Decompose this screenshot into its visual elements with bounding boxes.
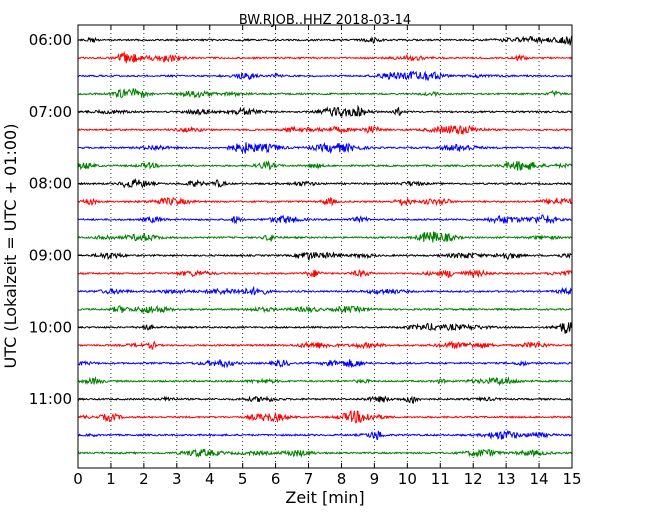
trace-22 bbox=[77, 429, 572, 440]
trace-16 bbox=[77, 322, 572, 334]
chart-title: BW.RJOB..HHZ 2018-03-14 bbox=[239, 13, 411, 28]
trace-7 bbox=[77, 160, 572, 171]
trace-8 bbox=[77, 177, 572, 189]
trace-10 bbox=[77, 214, 572, 225]
x-tick-label-12: 12 bbox=[464, 470, 483, 488]
trace-6 bbox=[77, 142, 572, 155]
x-tick-label-3: 3 bbox=[172, 470, 182, 488]
y-tick-label-1: 07:00 bbox=[29, 103, 72, 121]
trace-15 bbox=[77, 304, 572, 315]
trace-9 bbox=[77, 196, 572, 207]
y-tick-label-5: 11:00 bbox=[29, 390, 72, 408]
trace-13 bbox=[77, 268, 572, 278]
trace-21 bbox=[77, 410, 572, 424]
trace-18 bbox=[77, 359, 572, 369]
trace-12 bbox=[77, 251, 572, 261]
trace-2 bbox=[77, 70, 572, 82]
trace-5 bbox=[77, 124, 572, 135]
y-tick-label-2: 08:00 bbox=[29, 175, 72, 193]
trace-19 bbox=[77, 376, 572, 387]
x-axis: 0 1 2 3 4 5 6 7 8 9 10 11 12 13 14 15 bbox=[73, 25, 582, 488]
x-tick-label-2: 2 bbox=[139, 470, 149, 488]
x-tick-label-7: 7 bbox=[304, 470, 314, 488]
x-tick-label-4: 4 bbox=[205, 470, 215, 488]
y-tick-label-3: 09:00 bbox=[29, 246, 72, 264]
seismogram-traces bbox=[77, 35, 572, 459]
y-axis: 06:00 07:00 08:00 09:00 10:00 11:00 bbox=[29, 31, 83, 408]
x-tick-label-9: 9 bbox=[370, 470, 380, 488]
grid-lines bbox=[110, 25, 540, 468]
x-tick-label-15: 15 bbox=[562, 470, 581, 488]
trace-20 bbox=[77, 395, 572, 404]
trace-1 bbox=[77, 50, 572, 64]
trace-4 bbox=[77, 104, 572, 118]
trace-3 bbox=[77, 88, 572, 99]
trace-23 bbox=[77, 448, 572, 459]
x-tick-label-13: 13 bbox=[497, 470, 516, 488]
x-tick-label-14: 14 bbox=[530, 470, 549, 488]
y-axis-label: UTC (Lokalzeit = UTC + 01:00) bbox=[1, 124, 20, 369]
trace-0 bbox=[77, 35, 572, 46]
x-tick-label-11: 11 bbox=[431, 470, 450, 488]
trace-17 bbox=[77, 340, 572, 351]
x-tick-label-0: 0 bbox=[73, 470, 83, 488]
x-tick-label-10: 10 bbox=[398, 470, 417, 488]
trace-14 bbox=[77, 285, 572, 296]
x-axis-label: Zeit [min] bbox=[285, 488, 364, 507]
x-tick-label-1: 1 bbox=[106, 470, 116, 488]
x-tick-label-8: 8 bbox=[337, 470, 347, 488]
y-tick-label-0: 06:00 bbox=[29, 31, 72, 49]
y-tick-label-4: 10:00 bbox=[29, 318, 72, 336]
plot-frame bbox=[77, 24, 573, 469]
trace-11 bbox=[77, 231, 572, 243]
x-tick-label-5: 5 bbox=[238, 470, 248, 488]
x-tick-label-6: 6 bbox=[271, 470, 281, 488]
